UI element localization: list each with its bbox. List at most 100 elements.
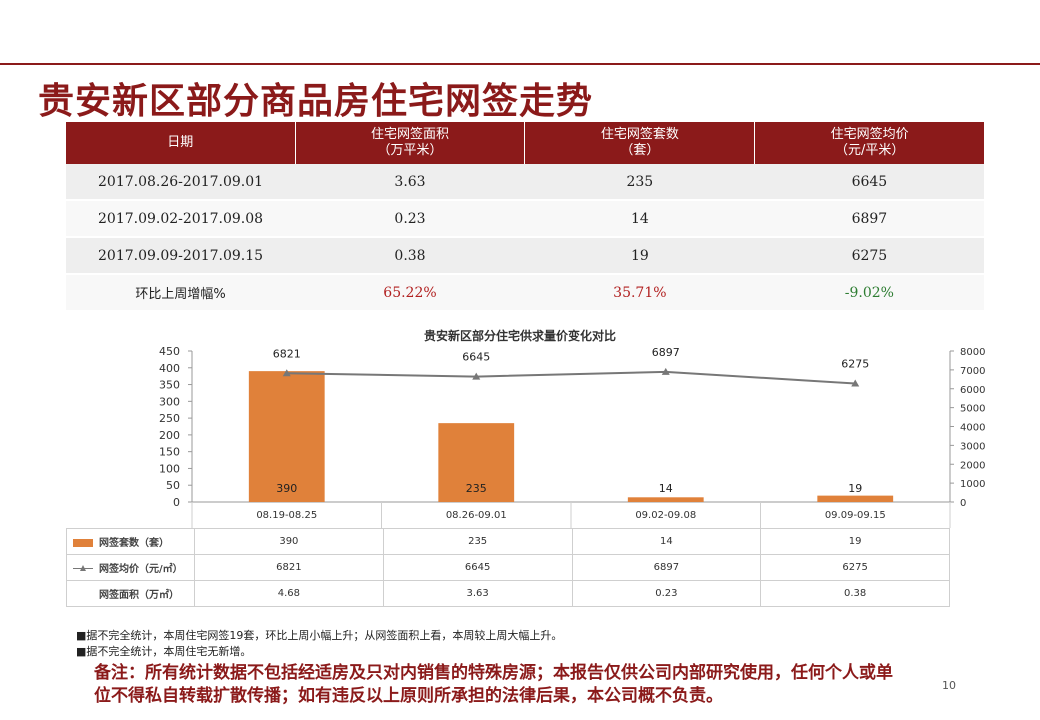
row-area: 3.63: [295, 164, 525, 201]
data-table-label-text: 网签套数（套）: [99, 538, 169, 549]
data-table-label-text: 网签均价（元/㎡）: [99, 564, 183, 575]
header-area: 住宅网签面积 （万平米）: [295, 122, 526, 164]
bar-data-label: 390: [276, 482, 297, 495]
summary-table: 日期 住宅网签面积 （万平米） 住宅网签套数 （套） 住宅网签均价 （元/平米）…: [66, 122, 984, 312]
row-date: 2017.09.09-2017.09.15: [66, 237, 296, 275]
line-swatch-icon: [73, 565, 93, 573]
line-data-label: 6897: [652, 346, 680, 359]
x-tick-label: 09.02-09.08: [635, 510, 696, 521]
bar: [627, 497, 704, 502]
y-right-tick-label: 5000: [960, 404, 985, 415]
chart-data-table: 网签套数（套） 390 235 14 19 网签均价（元/㎡） 6821 664…: [66, 528, 950, 607]
x-tick-label: 09.09-09.15: [825, 510, 886, 521]
line-point-marker: [472, 372, 481, 380]
chart-title: 贵安新区部分住宅供求量价变化对比: [423, 329, 616, 343]
y-right-tick-label: 6000: [960, 385, 985, 396]
bar-data-label: 235: [466, 482, 487, 495]
bar: [817, 495, 894, 502]
data-table-row: 网签均价（元/㎡） 6821 6645 6897 6275: [66, 554, 950, 581]
row-units: 14: [524, 200, 755, 238]
change-area: 65.22%: [295, 274, 525, 312]
header-area-unit: （万平米）: [377, 143, 443, 158]
data-table-row: 网签面积（万㎡） 4.68 3.63 0.23 0.38: [66, 580, 950, 607]
y-right-tick-label: 3000: [960, 441, 985, 452]
y-left-tick-label: 350: [159, 379, 180, 392]
change-price: -9.02%: [754, 274, 984, 312]
row-price: 6275: [754, 237, 984, 275]
row-price: 6897: [754, 200, 984, 238]
y-left-tick-label: 150: [159, 446, 180, 459]
line-data-label: 6821: [273, 347, 301, 360]
row-area: 0.23: [295, 200, 525, 238]
bar-swatch-icon: [73, 539, 93, 547]
bar: [438, 423, 515, 502]
header-price-unit: （元/平米）: [834, 143, 905, 158]
header-units-unit: （套）: [620, 143, 660, 158]
row-units: 19: [524, 237, 755, 275]
y-right-tick-label: 7000: [960, 366, 985, 377]
data-table-label: 网签套数（套）: [66, 528, 195, 555]
y-right-tick-label: 8000: [960, 347, 985, 358]
x-tick-label: 08.26-09.01: [446, 510, 507, 521]
y-right-tick-label: 0: [960, 498, 966, 509]
y-right-tick-label: 4000: [960, 423, 985, 434]
row-date: 2017.08.26-2017.09.01: [66, 164, 296, 201]
notes: ■据不完全统计，本周住宅网签19套，环比上周小幅上升；从网签面积上看，本周较上周…: [76, 628, 562, 660]
change-units: 35.71%: [524, 274, 755, 312]
data-table-label-text: 网签面积（万㎡）: [99, 590, 179, 601]
data-table-cell: 6645: [382, 554, 573, 581]
note-line: ■据不完全统计，本周住宅无新增。: [76, 645, 252, 658]
data-table-cell: 4.68: [194, 580, 384, 607]
data-table-cell: 6275: [760, 554, 950, 581]
row-date: 2017.09.02-2017.09.08: [66, 200, 296, 238]
summary-header-row: 日期 住宅网签面积 （万平米） 住宅网签套数 （套） 住宅网签均价 （元/平米）: [66, 122, 984, 164]
note-line: ■据不完全统计，本周住宅网签19套，环比上周小幅上升；从网签面积上看，本周较上周…: [76, 629, 563, 642]
page-title: 贵安新区部分商品房住宅网签走势: [38, 81, 594, 122]
change-row: 环比上周增幅% 65.22% 35.71% -9.02%: [66, 274, 984, 312]
data-table-cell: 14: [571, 528, 762, 555]
y-left-tick-label: 250: [159, 412, 180, 425]
y-left-tick-label: 400: [159, 362, 180, 375]
bar: [248, 371, 325, 502]
line-point-marker: [851, 379, 860, 387]
row-units: 235: [524, 164, 755, 201]
y-left-tick-label: 50: [166, 479, 180, 492]
line-data-label: 6275: [841, 358, 869, 371]
data-table-cell: 6897: [571, 554, 762, 581]
header-units-label: 住宅网签套数: [600, 127, 679, 142]
header-rule: [0, 63, 1040, 65]
data-table-label: 网签面积（万㎡）: [66, 580, 195, 607]
row-price: 6645: [754, 164, 984, 201]
bar-data-label: 19: [848, 482, 862, 495]
data-table-cell: 390: [194, 528, 384, 555]
disclaimer-remark: 备注：所有统计数据不包括经适房及只对内销售的特殊房源；本报告仅供公司内部研究使用…: [94, 663, 893, 706]
table-row: 2017.08.26-2017.09.01 3.63 235 6645: [66, 164, 984, 201]
price-line: [286, 370, 856, 385]
page-number: 10: [942, 679, 956, 692]
y-right-tick-label: 1000: [960, 479, 985, 490]
data-table-cell: 235: [382, 528, 573, 555]
y-left-tick-label: 0: [173, 496, 180, 509]
table-row: 2017.09.09-2017.09.15 0.38 19 6275: [66, 237, 984, 275]
y-left-tick-label: 200: [159, 429, 180, 442]
change-label: 环比上周增幅%: [66, 274, 296, 312]
y-left-tick-label: 300: [159, 395, 180, 408]
header-units: 住宅网签套数 （套）: [524, 122, 756, 164]
line-point-marker: [661, 367, 670, 375]
line-data-label: 6645: [462, 351, 490, 364]
y-right-tick-label: 2000: [960, 460, 985, 471]
data-table-cell: 19: [760, 528, 950, 555]
line-point-marker: [282, 369, 291, 377]
y-left-tick-label: 450: [159, 345, 180, 358]
data-table-cell: 3.63: [382, 580, 573, 607]
y-left-tick-label: 100: [159, 462, 180, 475]
data-table-label: 网签均价（元/㎡）: [66, 554, 195, 581]
data-table-cell: 6821: [194, 554, 384, 581]
header-price: 住宅网签均价 （元/平米）: [754, 122, 984, 164]
table-row: 2017.09.02-2017.09.08 0.23 14 6897: [66, 200, 984, 238]
row-area: 0.38: [295, 237, 525, 275]
header-area-label: 住宅网签面积: [370, 127, 449, 142]
bar-data-label: 14: [659, 482, 673, 495]
header-price-label: 住宅网签均价: [830, 127, 909, 142]
